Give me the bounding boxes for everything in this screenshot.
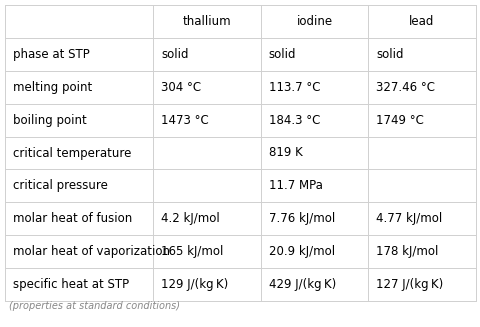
Text: 4.77 kJ/mol: 4.77 kJ/mol: [375, 212, 442, 225]
Text: iodine: iodine: [296, 15, 332, 28]
Text: 327.46 °C: 327.46 °C: [375, 81, 434, 94]
Text: lead: lead: [408, 15, 433, 28]
Text: 113.7 °C: 113.7 °C: [268, 81, 320, 94]
Text: 4.2 kJ/mol: 4.2 kJ/mol: [161, 212, 220, 225]
Text: 7.76 kJ/mol: 7.76 kJ/mol: [268, 212, 334, 225]
Text: solid: solid: [268, 48, 296, 61]
Text: 129 J/(kg K): 129 J/(kg K): [161, 278, 228, 291]
Text: 819 K: 819 K: [268, 146, 302, 160]
Text: 184.3 °C: 184.3 °C: [268, 113, 320, 127]
Text: 178 kJ/mol: 178 kJ/mol: [375, 245, 438, 258]
Text: 11.7 MPa: 11.7 MPa: [268, 180, 322, 192]
Text: solid: solid: [161, 48, 189, 61]
Text: boiling point: boiling point: [13, 113, 86, 127]
Text: molar heat of fusion: molar heat of fusion: [13, 212, 132, 225]
Text: 165 kJ/mol: 165 kJ/mol: [161, 245, 223, 258]
Text: phase at STP: phase at STP: [13, 48, 90, 61]
Text: thallium: thallium: [182, 15, 231, 28]
Text: (properties at standard conditions): (properties at standard conditions): [9, 301, 180, 311]
Text: 20.9 kJ/mol: 20.9 kJ/mol: [268, 245, 334, 258]
Text: critical pressure: critical pressure: [13, 180, 108, 192]
Text: 1749 °C: 1749 °C: [375, 113, 423, 127]
Text: 304 °C: 304 °C: [161, 81, 201, 94]
Text: molar heat of vaporization: molar heat of vaporization: [13, 245, 169, 258]
Text: 429 J/(kg K): 429 J/(kg K): [268, 278, 336, 291]
Text: 1473 °C: 1473 °C: [161, 113, 209, 127]
Text: specific heat at STP: specific heat at STP: [13, 278, 129, 291]
Text: critical temperature: critical temperature: [13, 146, 131, 160]
Text: 127 J/(kg K): 127 J/(kg K): [375, 278, 443, 291]
Text: solid: solid: [375, 48, 403, 61]
Text: melting point: melting point: [13, 81, 92, 94]
